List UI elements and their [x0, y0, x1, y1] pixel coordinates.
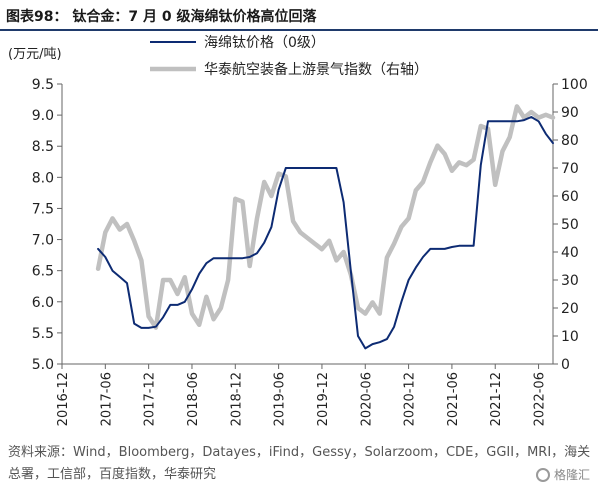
- right-tick-label: 100: [561, 77, 588, 93]
- left-axis-unit-label: (万元/吨): [8, 47, 62, 62]
- left-tick-label: 9.5: [32, 77, 54, 93]
- left-tick-label: 5.0: [32, 357, 54, 373]
- right-tick-label: 10: [561, 329, 579, 345]
- x-tick-label: 2020-12: [403, 372, 418, 426]
- legend-label-sponge-price: 海绵钛价格（0级）: [204, 34, 325, 51]
- right-tick-label: 40: [561, 245, 579, 261]
- right-tick-label: 80: [561, 133, 579, 149]
- series-line-index: [95, 104, 556, 330]
- right-tick-label: 70: [561, 161, 579, 177]
- right-tick-label: 20: [561, 301, 579, 317]
- x-tick-label: 2017-12: [143, 372, 158, 426]
- left-tick-label: 6.5: [32, 264, 54, 280]
- left-tick-label: 7.5: [32, 201, 54, 217]
- x-tick-label: 2021-06: [446, 372, 461, 426]
- right-tick-label: 30: [561, 273, 579, 289]
- right-tick-label: 50: [561, 217, 579, 233]
- x-tick-label: 2016-12: [56, 372, 71, 426]
- watermark-text: 格隆汇: [553, 468, 590, 482]
- x-tick-label: 2019-12: [316, 372, 331, 426]
- title-rule: [0, 29, 598, 31]
- x-tick-label: 2017-06: [99, 372, 114, 426]
- x-tick-label: 2020-06: [359, 372, 374, 426]
- right-tick-label: 60: [561, 189, 579, 205]
- legend-label-index: 华泰航空装备上游景气指数（右轴）: [204, 61, 428, 78]
- series-line-sponge-price: [97, 116, 554, 350]
- legend: 海绵钛价格（0级） 华泰航空装备上游景气指数（右轴）: [150, 34, 428, 78]
- left-tick-label: 7.0: [32, 233, 54, 249]
- left-tick-label: 5.5: [32, 326, 54, 342]
- x-tick-label: 2018-12: [229, 372, 244, 426]
- left-tick-label: 8.0: [32, 170, 54, 186]
- line-chart: 5.0 5.5 6.0 6.5 7.0 7.5 8.0 8.5 9.0 9.5 (万元/吨) 0 10 2…: [8, 34, 588, 426]
- x-tick-label: 2022-06: [533, 372, 548, 426]
- figure-title: 图表98： 钛合金：7 月 0 级海绵钛价格高位回落: [6, 9, 317, 25]
- left-tick-label: 8.5: [32, 139, 54, 155]
- watermark: 格隆汇: [535, 466, 590, 483]
- left-tick-label: 6.0: [32, 295, 54, 311]
- left-tick-label: 9.0: [32, 108, 54, 124]
- right-tick-label: 90: [561, 105, 579, 121]
- axes: 5.0 5.5 6.0 6.5 7.0 7.5 8.0 8.5 9.0 9.5 (万元/吨) 0 10 2…: [8, 47, 588, 426]
- x-tick-label: 2021-12: [489, 372, 504, 426]
- source-note: 资料来源：Wind，Bloomberg，Datayes，iFind，Gessy，…: [8, 445, 591, 482]
- x-tick-label: 2019-06: [273, 372, 288, 426]
- x-tick-label: 2018-06: [186, 372, 201, 426]
- series-layer: [95, 104, 556, 350]
- right-tick-label: 0: [561, 357, 570, 373]
- watermark-logo-icon: [535, 467, 550, 482]
